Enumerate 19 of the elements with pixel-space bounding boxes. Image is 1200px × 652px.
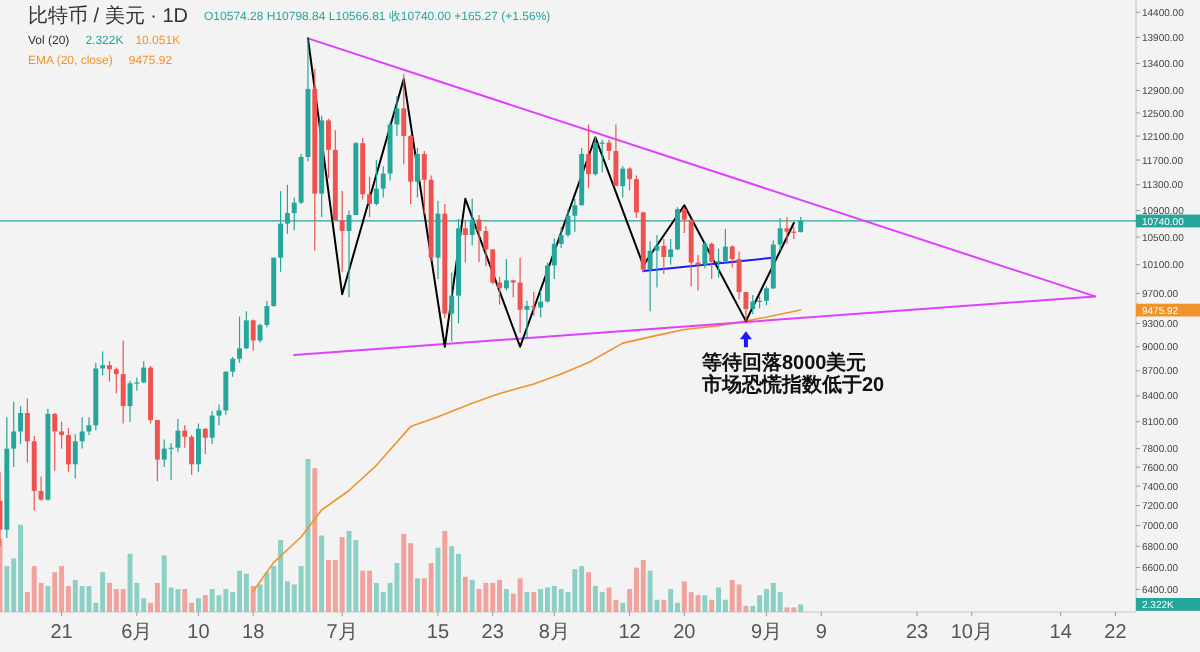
x-tick-label: 8月 xyxy=(538,622,570,644)
x-tick-label: 22 xyxy=(1104,622,1128,644)
x-tick-label: 9月 xyxy=(750,622,783,644)
x-tick-label: 7月 xyxy=(326,622,358,644)
x-tick-label: 18 xyxy=(242,622,266,644)
x-tick-label: 23 xyxy=(481,622,505,644)
x-tick-label: 10 xyxy=(187,622,211,644)
x-tick-label: 20 xyxy=(673,622,697,644)
x-tick-label: 14 xyxy=(1049,622,1073,644)
annotation: 市场恐慌指数低于20 xyxy=(699,373,886,398)
x-tick-label: 10月 xyxy=(950,622,993,644)
x-tick-label: 15 xyxy=(426,622,450,644)
x-tick-label: 23 xyxy=(905,622,930,644)
x-tick-label: 6月 xyxy=(121,622,153,644)
chart-title: 比特币 / 美元 · 1D xyxy=(28,4,189,28)
x-tick-label: 9 xyxy=(815,622,828,644)
x-tick-label: 12 xyxy=(618,622,642,644)
annotation: 等待回落8000美元 xyxy=(699,351,867,376)
x-tick-label: 21 xyxy=(50,622,74,644)
